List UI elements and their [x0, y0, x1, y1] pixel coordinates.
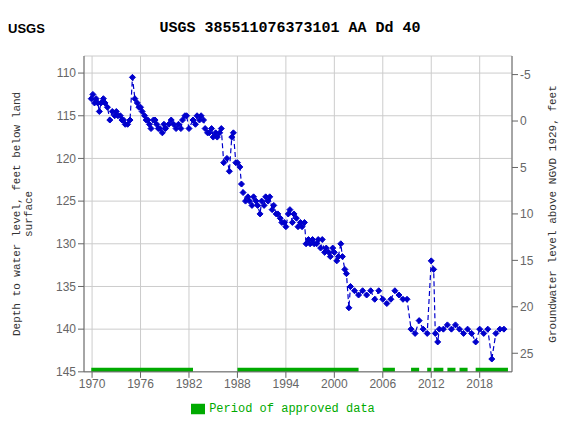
- svg-text:145: 145: [56, 365, 76, 379]
- svg-text:15: 15: [520, 254, 534, 268]
- svg-text:25: 25: [520, 347, 534, 361]
- svg-text:1982: 1982: [176, 377, 203, 391]
- svg-text:0: 0: [520, 114, 527, 128]
- svg-text:115: 115: [57, 109, 76, 123]
- svg-text:140: 140: [56, 322, 76, 336]
- svg-text:5: 5: [520, 161, 527, 175]
- svg-text:135: 135: [56, 280, 76, 294]
- svg-text:2000: 2000: [321, 377, 348, 391]
- svg-text:-5: -5: [520, 68, 531, 82]
- svg-text:125: 125: [56, 194, 76, 208]
- svg-text:110: 110: [57, 66, 76, 80]
- html-text:USGS 385511076373101 AA Dd 40: USGS 385511076373101 AA Dd 40: [159, 19, 421, 37]
- svg-text:2018: 2018: [466, 377, 493, 391]
- html-text:USGS: USGS: [8, 20, 45, 36]
- svg-text:2012: 2012: [418, 377, 445, 391]
- svg-text:1970: 1970: [79, 377, 106, 391]
- svg-text:Groundwater level above NGVD 1: Groundwater level above NGVD 1929, feet: [547, 85, 559, 342]
- svg-text:1976: 1976: [127, 377, 154, 391]
- svg-text:1988: 1988: [224, 377, 251, 391]
- svg-text:Depth to water level, feet bel: Depth to water level, feet below landsur…: [11, 92, 35, 336]
- svg-text:20: 20: [520, 300, 534, 314]
- svg-text:1994: 1994: [273, 377, 300, 391]
- html-text:Period of approved data: Period of approved data: [209, 402, 375, 416]
- svg-text:120: 120: [56, 152, 76, 166]
- svg-text:130: 130: [56, 237, 76, 251]
- svg-text:10: 10: [520, 207, 534, 221]
- svg-text:2006: 2006: [369, 377, 396, 391]
